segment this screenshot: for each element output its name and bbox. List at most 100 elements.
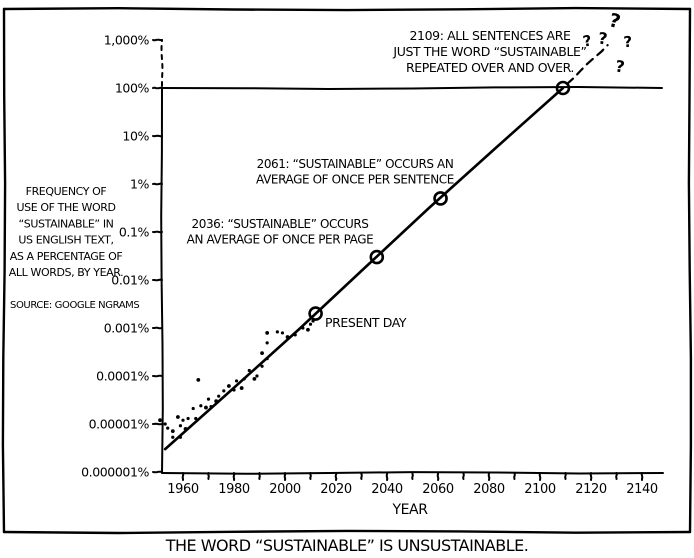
y-tick-label: 1% [130,177,150,192]
y-tick-label: 0.00001% [89,417,150,432]
y-axis-description-line: AS A PERCENTAGE OF [10,250,123,263]
scatter-point [239,386,244,390]
scatter-point [158,418,162,423]
x-tick [487,472,491,481]
milestone-circle-present [308,306,323,321]
x-tick [538,472,542,481]
y-axis-description-line: USE OF THE WORD [16,201,115,214]
y-tick [152,470,163,474]
y-tick-label: 10% [122,129,149,144]
annotation-a2036-line: 2036: “SUSTAINABLE” OCCURS [191,217,368,231]
milestone-circle-a2061 [433,191,448,206]
scatter-point [199,404,203,408]
scatter-point [265,341,269,345]
x-minor-tick [207,472,210,480]
scatter-point [234,379,239,383]
scatter-point [170,429,175,434]
x-tick-label: 2120 [575,482,607,497]
annotation-a2061-line: AVERAGE OF ONCE PER SENTENCE [256,173,454,187]
x-tick [283,472,287,481]
y-tick [152,326,163,330]
scatter-point [217,394,221,398]
x-minor-tick [564,472,567,480]
y-tick-label: 0.01% [111,273,149,288]
annotation-a2109-line: 2109: ALL SENTENCES ARE [410,28,571,43]
milestone-circle-a2036 [369,249,385,265]
scatter-point [206,397,211,401]
y-tick [152,182,163,186]
scatter-point [186,416,190,421]
scatter-point [308,322,313,326]
question-mark: ? [597,29,608,49]
frame-left [1,7,7,534]
scatter-point [252,377,257,381]
comic-caption: THE WORD “SUSTAINABLE” IS UNSUSTAINABLE. [165,536,529,555]
x-tick-label: 1960 [167,482,199,497]
x-tick [436,472,440,481]
annotation-a2109-line: REPEATED OVER AND OVER. [406,60,574,75]
x-minor-tick [258,472,261,480]
x-minor-tick [309,472,312,480]
scatter-point [178,424,183,428]
question-mark: ? [614,57,626,77]
y-tick-label: 0.1% [119,225,150,240]
scatter-point [191,406,195,411]
y-axis-description-line: “SUSTAINABLE” IN [19,217,114,230]
scatter-point [204,405,208,410]
annotation-present-line: PRESENT DAY [325,315,407,330]
x-minor-tick [615,472,618,480]
x-tick-label: 1980 [218,482,250,497]
source-label: SOURCE: GOOGLE NGRAMS [10,300,139,311]
x-tick [589,472,593,481]
x-tick-label: 2080 [473,482,505,497]
y-axis-description-line: FREQUENCY OF [26,185,107,198]
scatter-point [306,327,310,332]
x-minor-tick [360,472,363,480]
y-tick-label: 1,000% [104,33,150,48]
scatter-point [227,384,231,388]
scatter-point [260,364,264,368]
x-tick-label: 2140 [626,482,658,497]
scatter-point [255,374,259,378]
scatter-point [275,330,279,334]
x-minor-tick [411,472,414,480]
y-tick [152,230,163,234]
x-minor-tick [513,472,516,480]
x-tick-label: 2100 [524,482,556,497]
scatter-point [280,331,285,335]
y-tick [152,134,163,138]
frame-bottom [2,529,692,535]
question-mark: ? [623,33,633,52]
scatter-point [260,351,264,355]
scatter-point [222,389,226,393]
scatter-point [166,426,170,430]
scatter-point [196,377,201,382]
scatter-point [171,435,175,439]
trend-line [163,86,565,451]
y-tick-label: 0.001% [104,321,150,336]
y-tick [152,38,163,42]
x-tick [640,472,644,481]
y-tick [152,278,163,282]
y-axis-dashed-top [160,39,164,87]
annotation-a2036-line: AN AVERAGE OF ONCE PER PAGE [187,233,374,247]
trend-line-extrapolation [565,44,609,86]
scatter-point [247,368,251,373]
scatter-point [194,416,198,421]
frame-top [2,6,692,12]
x-tick [181,472,185,481]
x-axis-title: YEAR [391,502,428,518]
y-tick [152,422,163,426]
x-tick [385,472,389,481]
question-mark: ? [581,31,592,50]
question-mark: ? [607,9,623,33]
hundred-percent-line [161,85,663,91]
x-tick [334,472,338,481]
x-tick-label: 2060 [422,482,454,497]
y-tick-label: 0.0001% [96,369,149,384]
frame-right [687,7,693,534]
y-tick [152,86,163,90]
scatter-point [181,418,185,422]
x-minor-tick [462,472,465,480]
